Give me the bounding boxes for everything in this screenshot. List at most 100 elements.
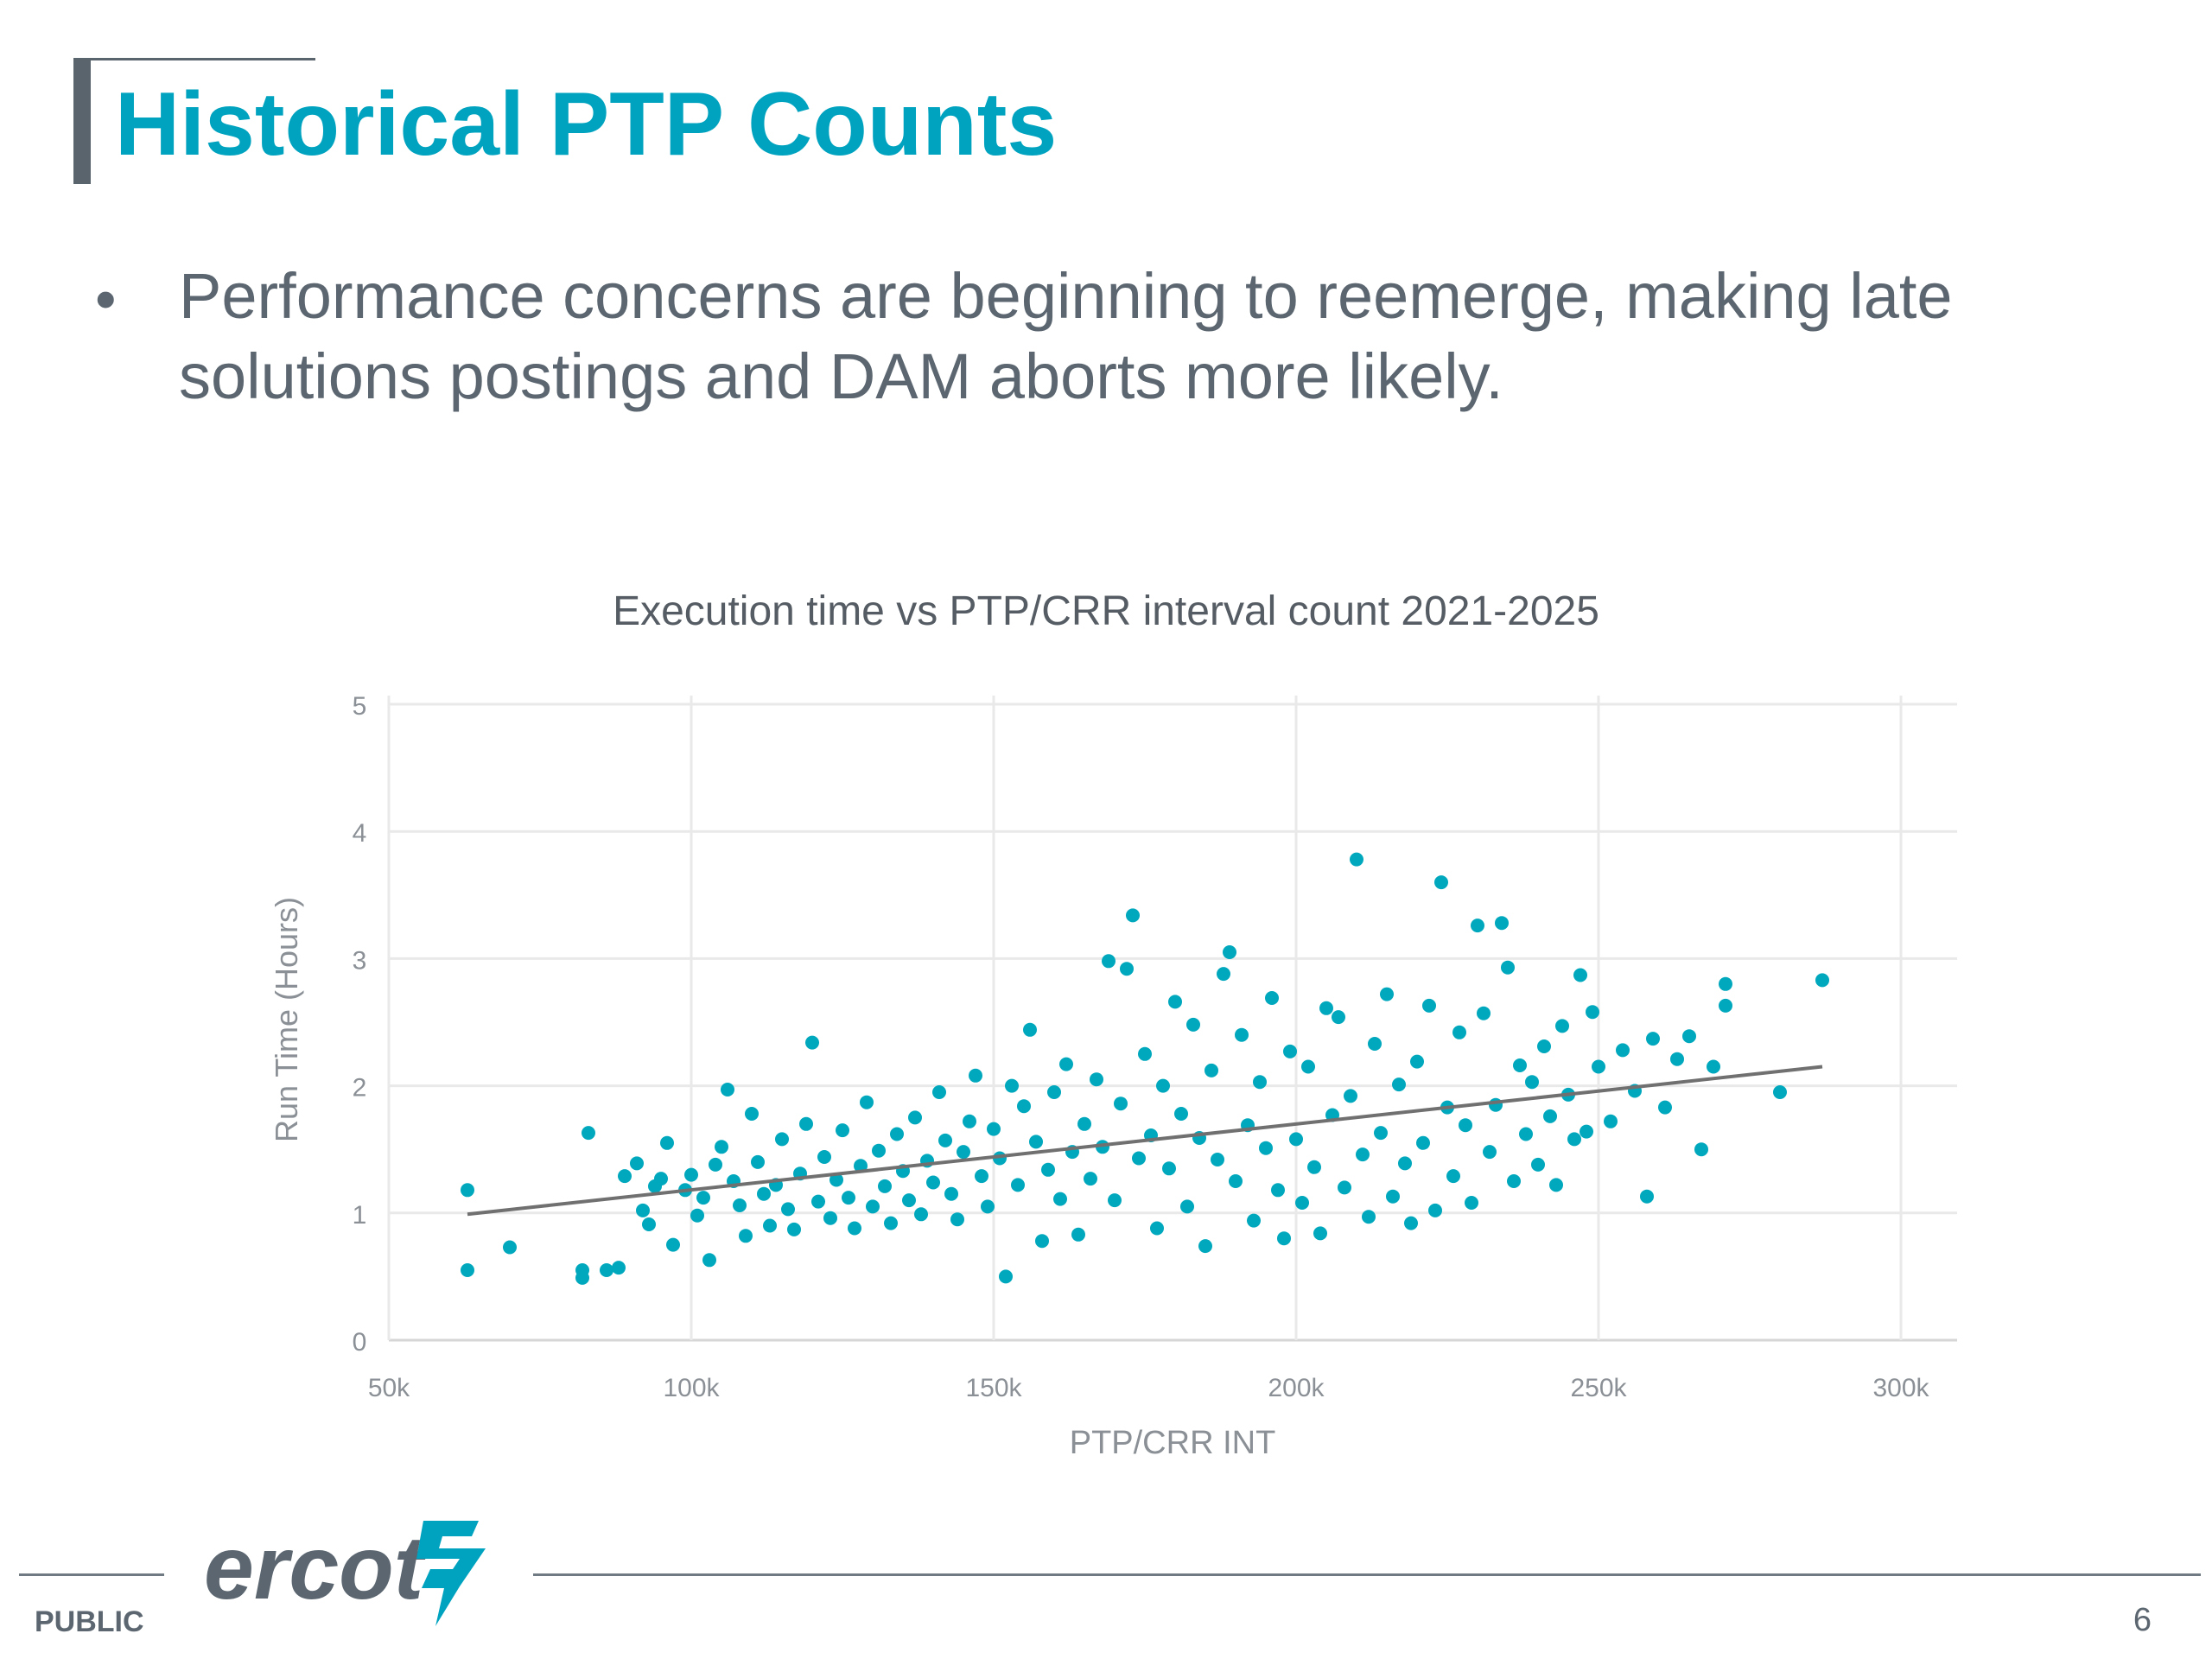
- data-point: [926, 1175, 940, 1190]
- data-point: [781, 1202, 795, 1217]
- data-point: [1198, 1239, 1212, 1254]
- data-point: [999, 1269, 1013, 1284]
- footer-divider-left: [19, 1573, 164, 1576]
- data-point: [1573, 968, 1587, 982]
- x-tick-label: 100k: [663, 1374, 720, 1402]
- data-point: [1005, 1078, 1019, 1093]
- data-point: [1682, 1029, 1696, 1044]
- ercot-logo: ercot: [204, 1518, 486, 1626]
- data-point: [1670, 1052, 1684, 1066]
- data-point: [1580, 1124, 1593, 1139]
- data-point: [1114, 1096, 1128, 1111]
- data-point: [721, 1083, 734, 1096]
- data-point: [582, 1126, 595, 1141]
- data-point: [1344, 1089, 1357, 1103]
- data-point: [884, 1216, 898, 1230]
- data-point: [1090, 1072, 1103, 1087]
- data-point: [1077, 1116, 1091, 1131]
- chart-grid: [387, 696, 1957, 1342]
- data-point: [1271, 1183, 1285, 1198]
- data-point: [1483, 1145, 1497, 1160]
- data-point: [1059, 1057, 1073, 1071]
- data-point: [872, 1143, 886, 1158]
- data-point: [1525, 1075, 1539, 1090]
- data-point: [1132, 1151, 1146, 1166]
- data-point: [666, 1237, 680, 1252]
- data-point: [1416, 1135, 1430, 1150]
- data-point: [1047, 1085, 1061, 1099]
- data-point: [981, 1199, 995, 1214]
- data-point: [1313, 1226, 1327, 1241]
- data-point: [1567, 1132, 1581, 1147]
- data-point: [1410, 1054, 1424, 1069]
- data-point: [1168, 995, 1182, 1009]
- data-point: [1211, 1153, 1224, 1166]
- y-tick-label: 2: [353, 1074, 367, 1103]
- data-point: [1283, 1044, 1297, 1058]
- data-point: [763, 1218, 777, 1233]
- data-point: [1398, 1156, 1412, 1171]
- data-point: [660, 1135, 674, 1150]
- data-point: [733, 1198, 747, 1212]
- data-point: [1646, 1032, 1660, 1046]
- data-point: [1017, 1099, 1031, 1114]
- data-point: [1452, 1025, 1466, 1039]
- data-point: [1543, 1109, 1557, 1123]
- data-point: [1023, 1022, 1037, 1037]
- data-point: [1640, 1189, 1654, 1204]
- data-point: [836, 1123, 849, 1138]
- data-point: [1120, 962, 1134, 976]
- data-point: [1513, 1058, 1527, 1072]
- data-point: [1434, 875, 1448, 890]
- data-point: [1459, 1118, 1472, 1133]
- data-point: [1422, 998, 1436, 1013]
- data-point: [612, 1261, 626, 1275]
- bullet-icon: •: [95, 265, 117, 333]
- data-point: [944, 1186, 958, 1201]
- data-point: [1465, 1196, 1478, 1210]
- data-point: [830, 1173, 843, 1187]
- data-point: [1265, 991, 1279, 1005]
- data-point: [1350, 852, 1363, 867]
- data-point: [1332, 1010, 1345, 1025]
- data-point: [842, 1191, 855, 1205]
- data-point: [775, 1132, 789, 1147]
- y-tick-label: 1: [353, 1201, 367, 1230]
- data-point: [1694, 1142, 1708, 1157]
- data-point: [1555, 1019, 1569, 1033]
- data-point: [1295, 1196, 1309, 1210]
- data-point: [1362, 1210, 1376, 1224]
- footer-public-label: PUBLIC: [35, 1605, 144, 1638]
- title-accent-rule: [73, 58, 315, 60]
- data-point: [1658, 1100, 1672, 1115]
- data-point: [642, 1217, 656, 1231]
- data-point: [618, 1169, 632, 1184]
- data-point: [1253, 1075, 1267, 1090]
- data-point: [1773, 1085, 1787, 1099]
- chart-points: [461, 852, 1829, 1285]
- data-point: [1035, 1234, 1049, 1249]
- page-number: 6: [2133, 1602, 2152, 1638]
- data-point: [1495, 916, 1509, 931]
- data-point: [799, 1116, 813, 1131]
- data-point: [1356, 1147, 1370, 1162]
- data-point: [1501, 960, 1515, 975]
- data-point: [1537, 1039, 1551, 1053]
- y-axis-label: Run Time (Hours): [269, 897, 304, 1142]
- data-point: [1084, 1172, 1097, 1186]
- data-point: [1180, 1199, 1194, 1214]
- data-point: [1229, 1174, 1243, 1188]
- data-point: [1307, 1160, 1321, 1174]
- slide-title: Historical PTP Counts: [115, 74, 1058, 175]
- y-tick-label: 4: [353, 819, 367, 848]
- data-point: [745, 1107, 759, 1121]
- data-point: [932, 1085, 946, 1099]
- trend-line: [467, 1065, 1823, 1217]
- data-point: [963, 1114, 976, 1128]
- chart-trendline-group: [467, 1065, 1823, 1217]
- lightning-bolt-icon: [416, 1521, 486, 1626]
- data-point: [1428, 1203, 1442, 1217]
- bullet-text: Performance concerns are beginning to re…: [179, 260, 1953, 412]
- x-tick-label: 250k: [1570, 1374, 1627, 1402]
